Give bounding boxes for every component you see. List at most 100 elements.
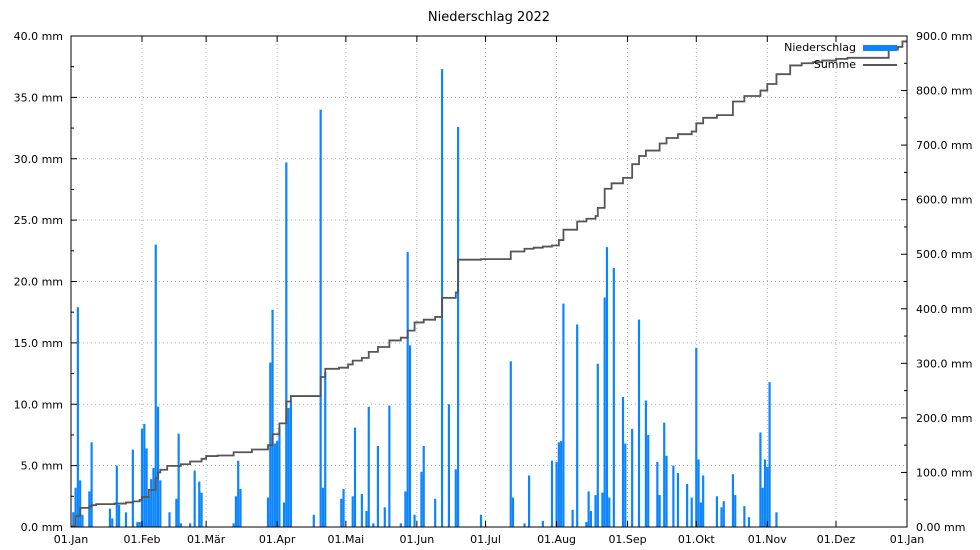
precip-bar — [140, 428, 144, 527]
precip-bar — [340, 498, 343, 527]
y-left-tick-label: 25.0 mm — [14, 214, 63, 227]
precip-bar — [367, 406, 370, 527]
x-tick-label: 01.Dez — [817, 533, 856, 546]
precip-bar — [324, 372, 327, 527]
precip-bar — [372, 523, 375, 527]
precip-bar — [108, 508, 112, 527]
precip-bar — [766, 466, 769, 527]
x-tick-label: 01.Sep — [608, 533, 646, 546]
precip-bar — [447, 404, 451, 527]
x-tick-label: 01.Feb — [124, 533, 161, 546]
precip-bar — [413, 514, 416, 527]
precip-bar — [763, 459, 767, 527]
legend: Niederschlag Summe — [784, 41, 897, 71]
precip-bar — [576, 324, 579, 527]
precip-bar — [596, 363, 599, 527]
precip-bar — [775, 512, 778, 527]
chart-title: Niederschlag 2022 — [428, 10, 550, 25]
precip-bar — [237, 460, 240, 527]
precip-bar — [722, 501, 725, 527]
precip-bar — [159, 480, 162, 527]
x-tick-label: 01.Mai — [327, 533, 364, 546]
x-tick-label: 01.Apr — [259, 533, 296, 546]
precip-bar — [454, 469, 457, 527]
precip-bar — [658, 495, 661, 527]
y-right-tick-label: 700.0 mm — [916, 139, 972, 152]
precip-bar — [154, 244, 157, 527]
precip-bar — [88, 491, 91, 527]
precip-bar — [266, 497, 270, 527]
y-right-tick-label: 500.0 mm — [916, 248, 972, 261]
precip-bar — [587, 491, 590, 527]
precip-bar — [351, 496, 354, 527]
cumulative-sum-line — [71, 40, 907, 528]
y-right-tick-label: 800.0 mm — [916, 85, 972, 98]
precip-bar — [550, 460, 554, 527]
precip-bar — [734, 495, 737, 527]
precip-bar — [594, 495, 597, 527]
precip-bar — [637, 319, 641, 527]
y-left-tick-label: 0.0 mm — [21, 521, 63, 534]
y-left-tick-label: 10.0 mm — [14, 398, 63, 411]
precip-bar — [479, 514, 483, 527]
precip-bar — [697, 459, 700, 527]
precip-bar — [278, 427, 281, 527]
y-right-tick-label: 900.0 mm — [916, 30, 972, 43]
grid — [70, 35, 908, 528]
precip-bar — [406, 252, 409, 528]
precip-bar — [90, 442, 93, 527]
precip-bar — [644, 400, 647, 527]
precip-bar — [422, 445, 425, 527]
y-right-tick-label: 0.00 mm — [916, 521, 965, 534]
precip-bar — [699, 502, 702, 527]
precip-bar — [193, 470, 196, 527]
precip-bar — [511, 497, 515, 527]
precip-bar — [138, 522, 141, 527]
precip-bar — [562, 303, 565, 527]
precip-bar — [663, 422, 666, 527]
precip-bar — [761, 487, 764, 527]
precip-bar — [601, 492, 604, 527]
precip-bar — [612, 268, 615, 527]
precip-bar — [720, 507, 723, 527]
precip-bar — [399, 523, 402, 527]
y-left-tick-label: 30.0 mm — [14, 153, 63, 166]
precip-bar — [124, 512, 128, 527]
precip-bar — [560, 441, 563, 527]
precip-bar — [76, 307, 79, 527]
precip-bar — [585, 522, 588, 527]
precip-bar — [312, 514, 315, 527]
precip-bar — [147, 496, 150, 527]
precip-bar — [571, 509, 574, 527]
precip-bar — [74, 487, 77, 527]
y-left-tick-label: 5.0 mm — [21, 460, 63, 473]
precip-bar — [289, 401, 292, 527]
precip-bar — [287, 407, 290, 527]
precip-bar — [232, 523, 235, 527]
precip-bar — [702, 475, 705, 527]
precip-bar — [150, 479, 153, 527]
precip-bar — [115, 465, 118, 528]
precip-bar — [768, 382, 771, 527]
precip-bar — [656, 461, 659, 527]
precip-bar — [621, 396, 625, 527]
precip-bar — [179, 523, 183, 527]
precip-bar — [168, 512, 171, 527]
precip-bar — [690, 497, 693, 527]
x-tick-label: 01.Aug — [537, 533, 576, 546]
precip-bar — [731, 474, 735, 527]
precip-bar — [676, 472, 680, 527]
y-left-tick-label: 15.0 mm — [14, 337, 63, 350]
precip-bar — [360, 493, 363, 527]
precip-bar — [747, 517, 751, 527]
precip-bar — [118, 504, 121, 527]
precip-bar — [376, 445, 380, 527]
precip-bar — [271, 309, 274, 527]
precip-bar — [282, 502, 286, 527]
precip-bar — [152, 468, 155, 527]
precip-bar — [624, 443, 627, 527]
precip-bar — [365, 511, 368, 527]
precip-bar — [647, 434, 650, 527]
